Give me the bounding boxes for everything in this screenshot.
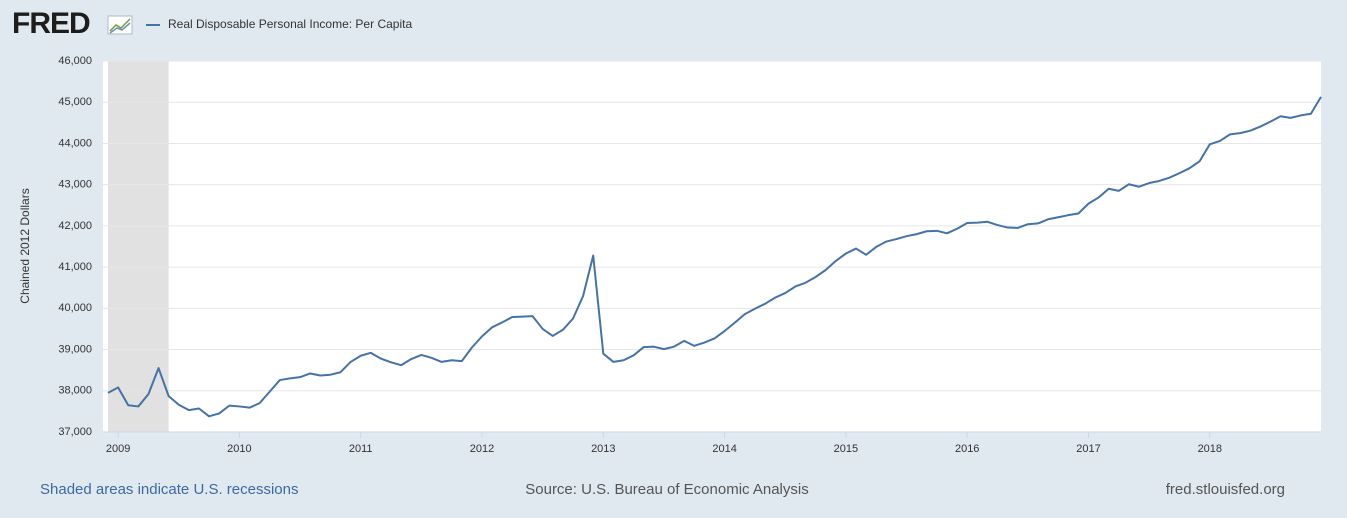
- series-line: [107, 96, 1322, 418]
- source[interactable]: Source: U.S. Bureau of Economic Analysis: [525, 481, 808, 498]
- logo[interactable]: FRED: [12, 7, 91, 40]
- x-tick-label: 2011: [349, 443, 373, 455]
- x-tick-label: 2009: [106, 443, 130, 455]
- x-tick-label: 2014: [712, 443, 736, 455]
- x-tick-label: 2015: [834, 443, 858, 455]
- y-axis-label: Chained 2012 Dollars: [18, 188, 32, 303]
- x-tick-label: 2012: [470, 443, 494, 455]
- y-tick-label: 42,000: [58, 220, 92, 232]
- x-tick-label: 2010: [227, 443, 251, 455]
- y-tick-label: 37,000: [58, 426, 92, 438]
- y-tick-label: 45,000: [58, 96, 92, 108]
- y-tick-label: 38,000: [58, 385, 92, 397]
- recession-note[interactable]: Shaded areas indicate U.S. recessions: [40, 481, 298, 498]
- y-tick-label: 43,000: [58, 179, 92, 191]
- x-tick-label: 2018: [1198, 443, 1222, 455]
- x-tick-label: 2013: [591, 443, 615, 455]
- plot-area: [103, 61, 1321, 432]
- y-tick-label: 39,000: [58, 343, 92, 355]
- y-tick-label: 46,000: [58, 55, 92, 67]
- y-tick-label: 44,000: [58, 137, 92, 149]
- x-tick-label: 2017: [1076, 443, 1100, 455]
- y-tick-label: 40,000: [58, 302, 92, 314]
- y-tick-label: 41,000: [58, 261, 92, 273]
- logo-icon: [107, 15, 133, 35]
- website[interactable]: fred.stlouisfed.org: [1166, 481, 1285, 498]
- recession-shade: [108, 61, 169, 432]
- legend-label: Real Disposable Personal Income: Per Cap…: [168, 17, 412, 31]
- x-tick-label: 2016: [955, 443, 979, 455]
